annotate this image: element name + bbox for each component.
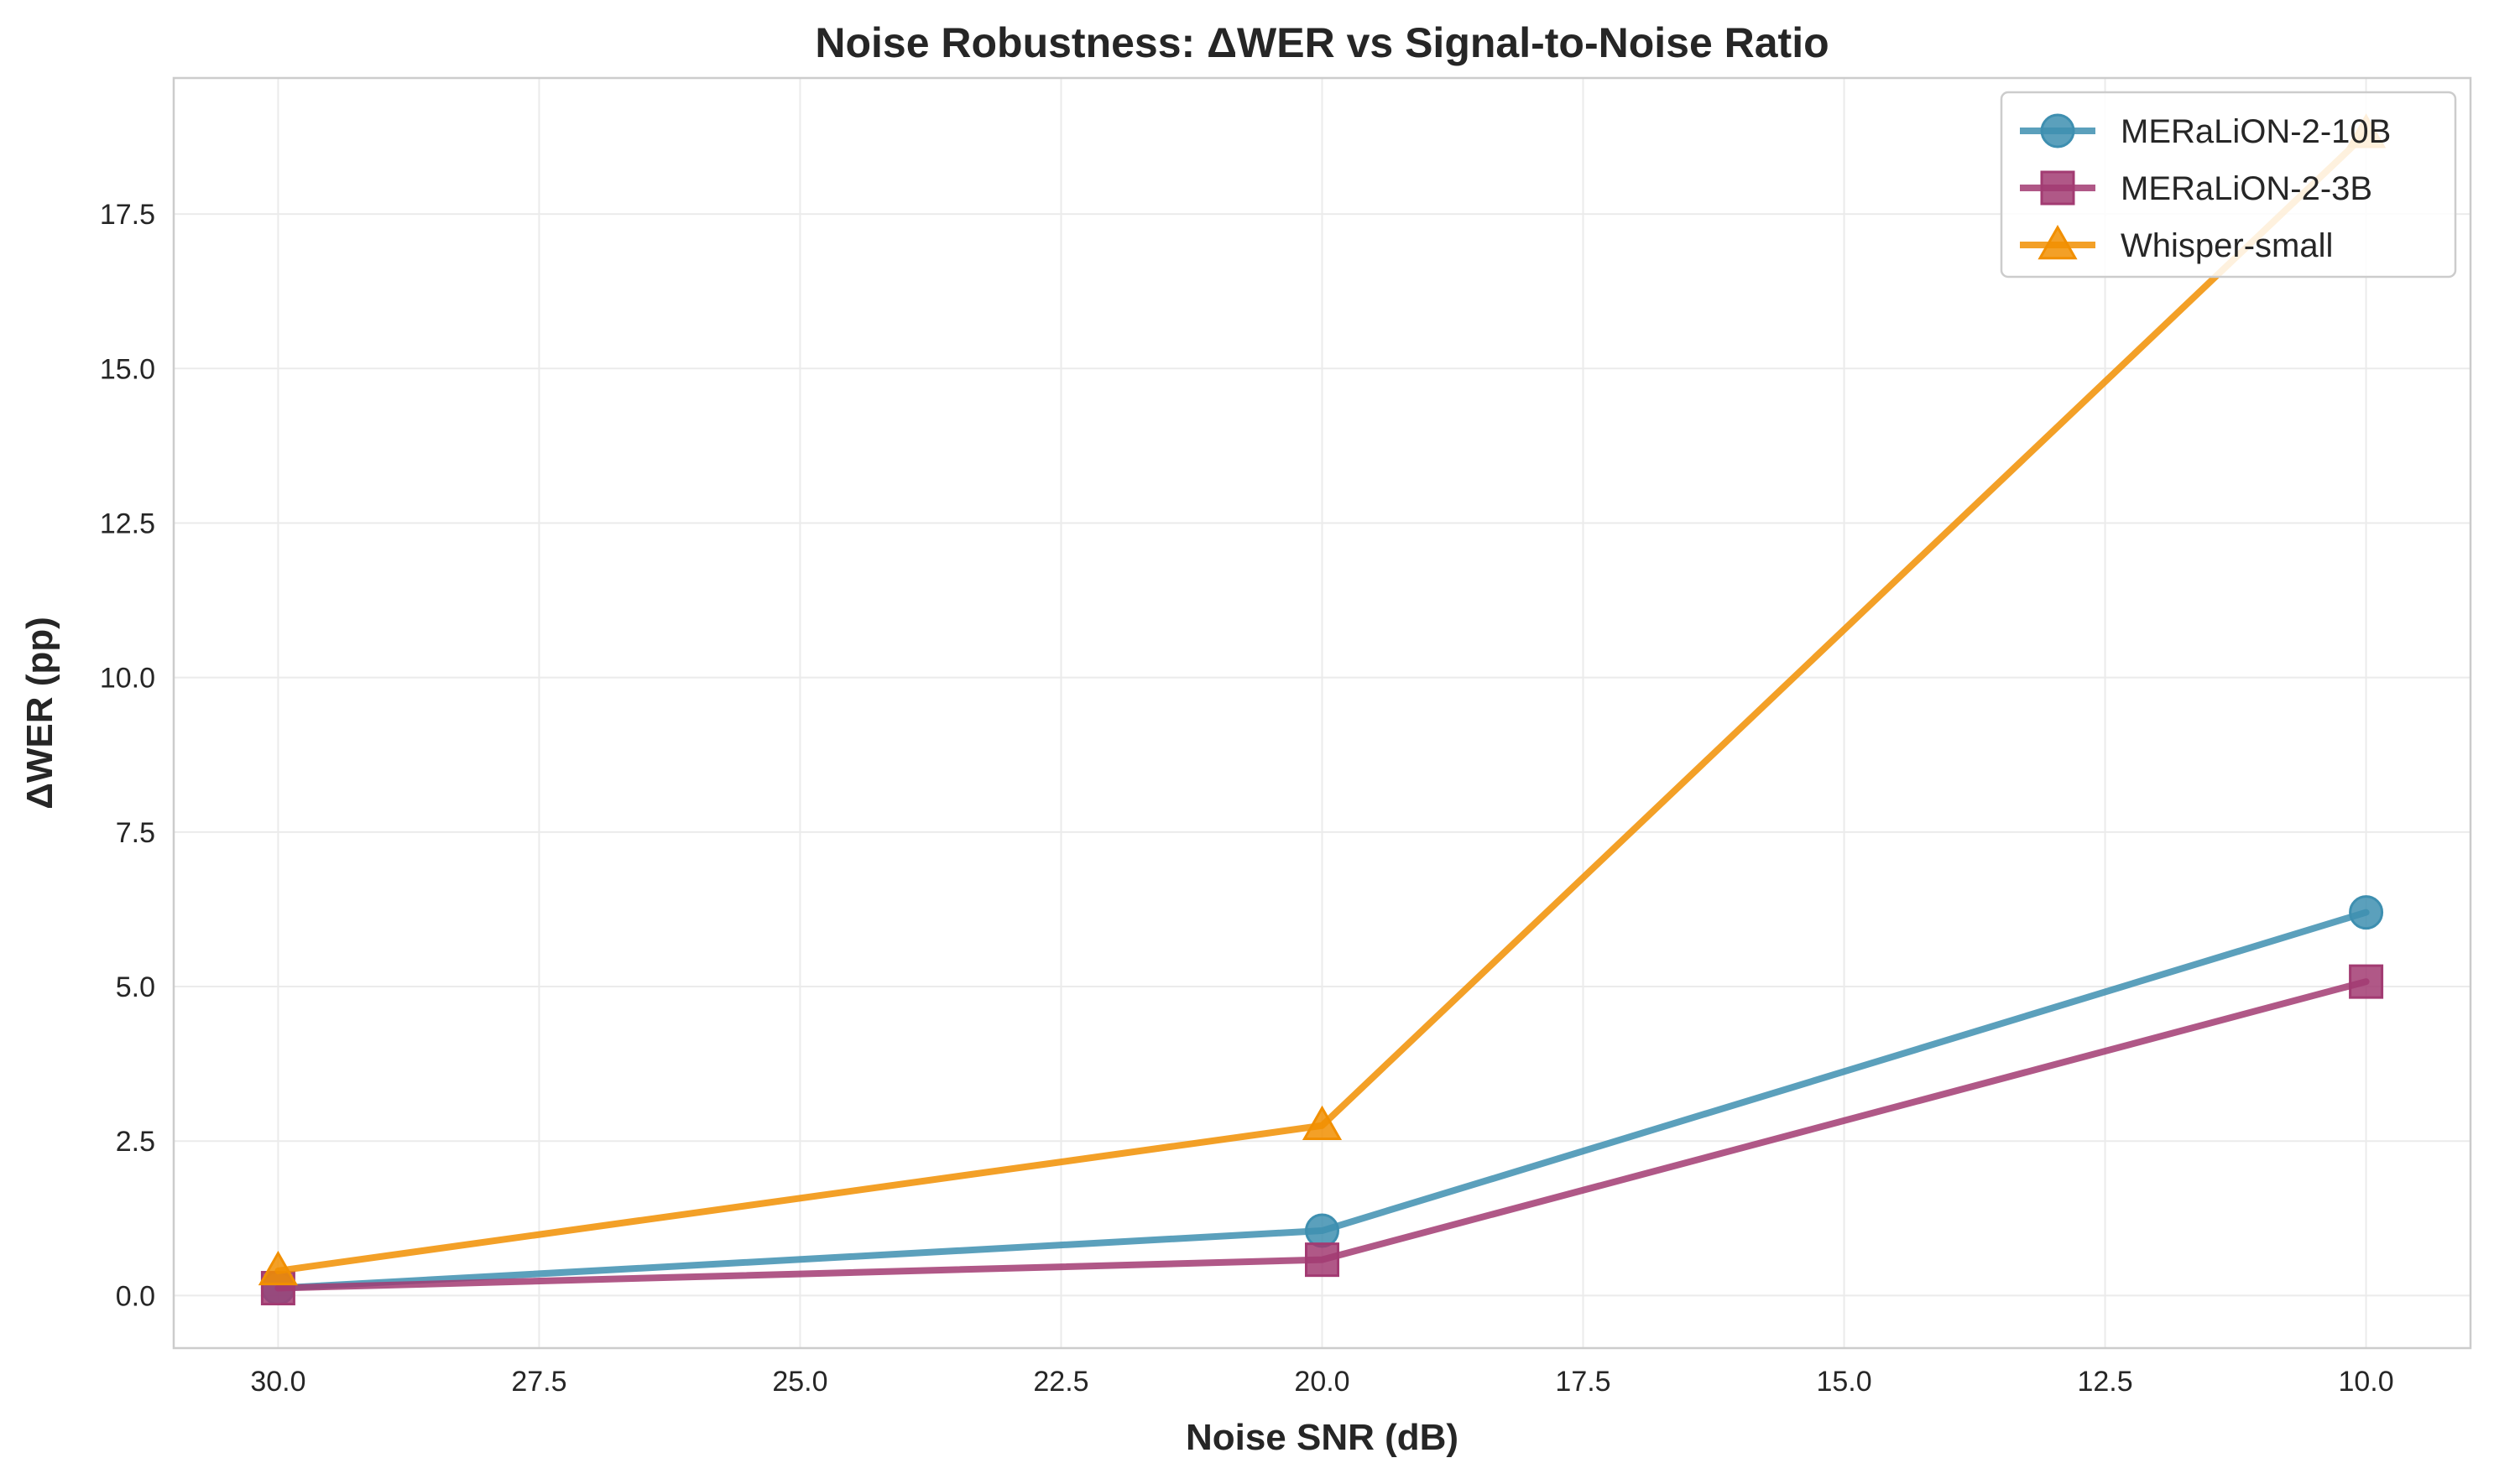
plot-frame	[172, 76, 2472, 1350]
data-point-square	[2349, 964, 2384, 999]
x-tick-label: 30.0	[250, 1366, 305, 1398]
legend-label: MERaLiON-2-10B	[2121, 113, 2391, 150]
chart-title: Noise Robustness: ΔWER vs Signal-to-Nois…	[815, 19, 1829, 66]
grid	[174, 78, 2471, 1348]
data-point-circle	[1305, 1213, 1339, 1248]
x-tick-label: 12.5	[2077, 1366, 2132, 1398]
y-tick-label: 10.0	[100, 663, 155, 695]
x-tick-label: 10.0	[2338, 1366, 2393, 1398]
data-point-triangle	[1302, 1105, 1343, 1141]
x-tick-label: 15.0	[1816, 1366, 1871, 1398]
y-tick-label: 12.5	[100, 508, 155, 539]
y-axis-ticks: 0.0 2.5 5.0 7.5 10.0 12.5 15.0 17.5	[100, 199, 155, 1312]
x-axis-title: Noise SNR (dB)	[1186, 1417, 1458, 1458]
legend-box	[2000, 91, 2457, 279]
legend-marker-triangle	[2037, 224, 2078, 260]
y-tick-label: 5.0	[116, 971, 155, 1003]
x-tick-label: 20.0	[1294, 1366, 1349, 1398]
data-point-triangle	[258, 1250, 298, 1286]
data-point-square	[1305, 1242, 1339, 1278]
y-tick-label: 17.5	[100, 199, 155, 231]
data-point-circle	[2349, 895, 2384, 930]
legend-label: Whisper-small	[2121, 227, 2333, 264]
series	[258, 113, 2387, 1306]
y-tick-label: 7.5	[116, 817, 155, 849]
x-axis-ticks: 30.0 27.5 25.0 22.5 20.0 17.5 15.0 12.5 10.0	[250, 1366, 2393, 1398]
x-tick-label: 25.0	[772, 1366, 827, 1398]
y-axis-title: ΔWER (pp)	[19, 617, 60, 810]
x-tick-label: 22.5	[1033, 1366, 1088, 1398]
x-tick-label: 17.5	[1555, 1366, 1610, 1398]
x-tick-label: 27.5	[511, 1366, 566, 1398]
y-tick-label: 2.5	[116, 1126, 155, 1158]
y-tick-label: 15.0	[100, 353, 155, 385]
legend-marker-square	[2040, 170, 2075, 206]
y-tick-label: 0.0	[116, 1280, 155, 1312]
legend-marker-circle	[2040, 113, 2075, 148]
legend-label: MERaLiON-2-3B	[2121, 170, 2372, 207]
legend: MERaLiON-2-10B MERaLiON-2-3B Whisper-small	[2000, 91, 2457, 279]
